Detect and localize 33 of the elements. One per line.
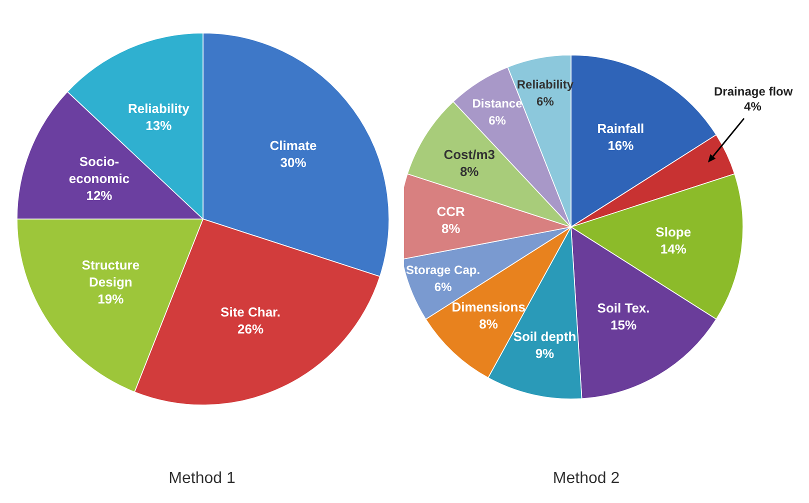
data-label: 4% [744,99,762,114]
data-label: 8% [441,220,461,236]
data-label: 15% [610,317,637,332]
data-label: 6% [434,280,452,294]
slice-label: Slope [656,224,692,240]
slice-label: Rainfall [597,121,644,136]
slice-label: Drainage flow [714,84,794,98]
slice-label: Site Char. [220,304,280,320]
data-label: 12% [86,188,113,203]
text: Method 2 [552,470,621,488]
slice-label: Soil depth [513,329,576,344]
data-label: 8% [479,316,498,332]
slice-label: Structure Design [82,258,140,290]
data-label: 9% [535,346,555,361]
data-label: 30% [280,154,307,170]
data-label: 8% [460,164,480,179]
data-label: 6% [488,113,506,128]
slice-label: Reliability [128,101,190,116]
slice-label: Soil Tex. [597,300,650,316]
data-label: 6% [536,94,554,108]
data-label: 16% [608,138,634,154]
slice-label: Dimensions [452,299,526,314]
data-label: 14% [660,241,687,256]
slice-label: Socio-economic [68,154,130,186]
data-label: 26% [238,321,264,336]
data-label: 19% [98,292,124,307]
slice-label: CCR [436,204,466,219]
text: Method 1 [168,470,236,488]
data-label: 13% [146,118,172,134]
slice-label: Distance [472,96,523,110]
slice-label: Storage Cap. [406,263,480,278]
slice-label: Climate [270,138,317,153]
slice-label: Cost/m3 [444,146,495,162]
